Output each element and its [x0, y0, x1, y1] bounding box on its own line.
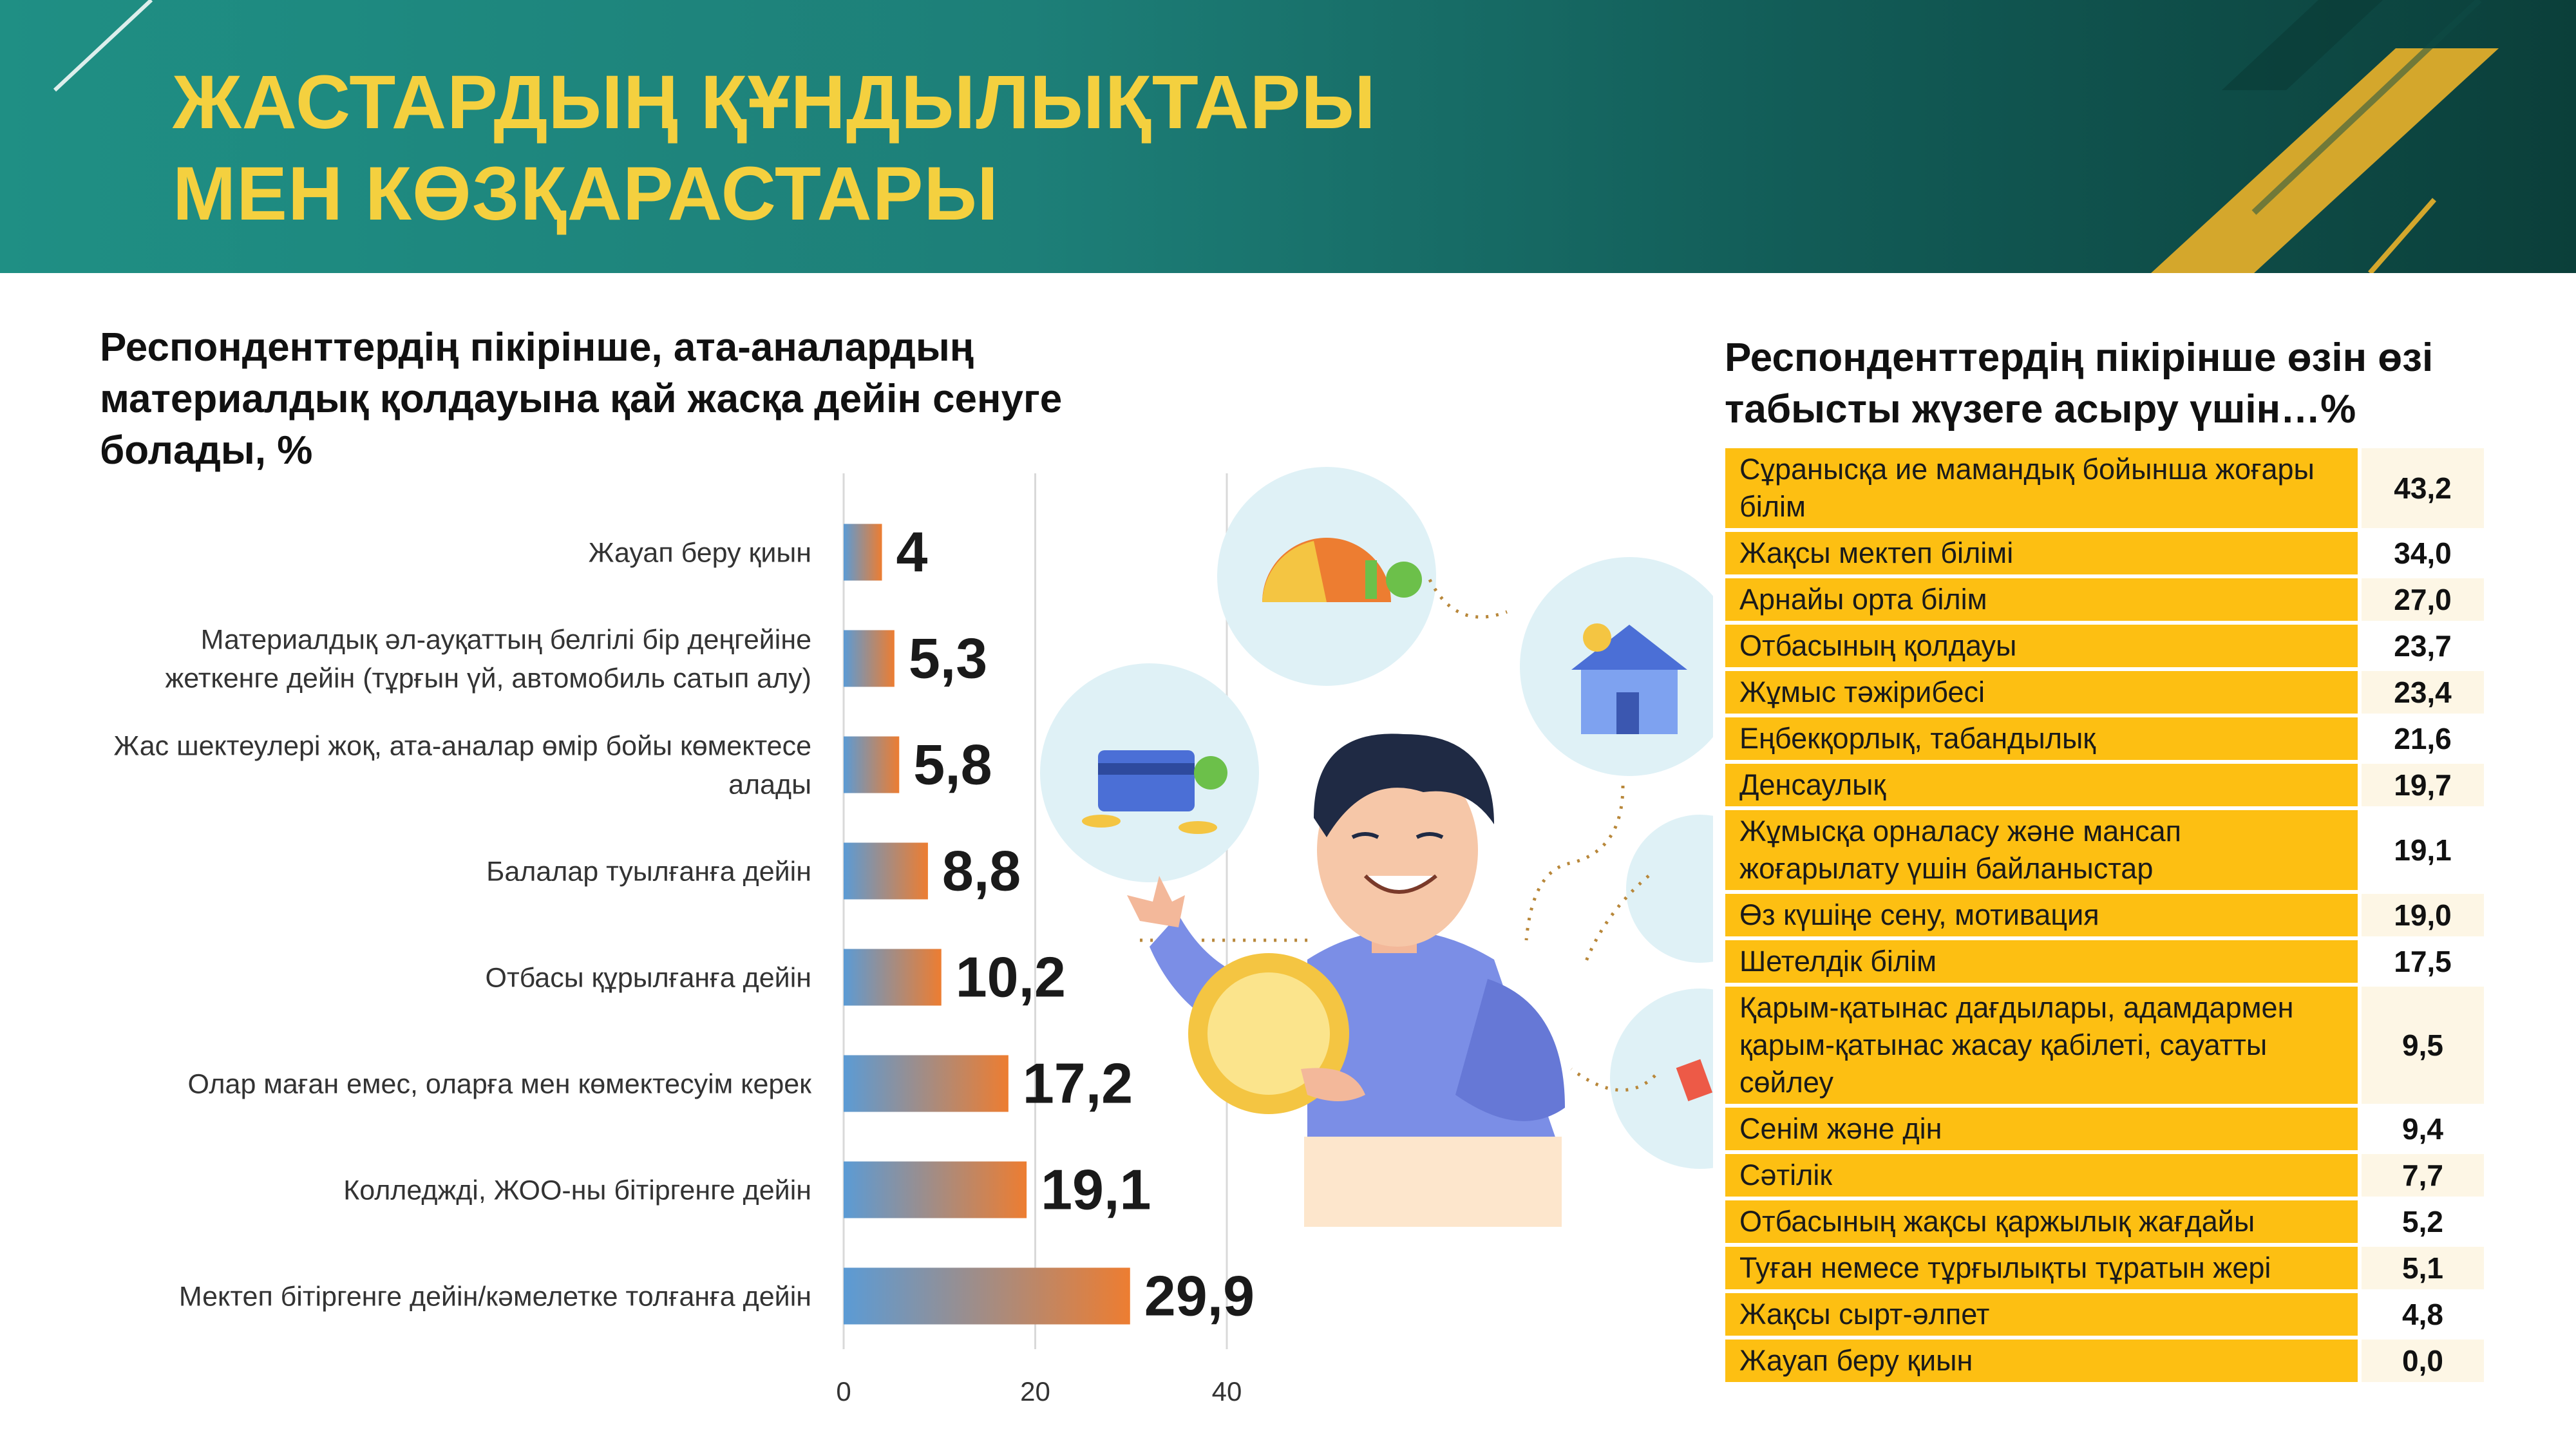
bar-value-label: 10,2	[956, 945, 1066, 1009]
table-row: Шетелдік білім 17,5	[1725, 940, 2484, 983]
bar	[844, 736, 900, 793]
category-label: Жауап беру қиын	[589, 538, 811, 569]
bar-value-label: 17,2	[1023, 1052, 1133, 1115]
table-item-value: 9,4	[2362, 1108, 2484, 1150]
chart-bars	[844, 524, 1130, 1325]
bar-chart-title: Респонденттердің пікірінше, ата-аналарды…	[100, 325, 1063, 473]
bar	[844, 949, 942, 1006]
bar-value-label: 8,8	[942, 839, 1021, 903]
table-item-label: Сұранысқа ие мамандық бойынша жоғары біл…	[1725, 448, 2358, 528]
table-row: Сұранысқа ие мамандық бойынша жоғары біл…	[1725, 448, 2484, 528]
table-item-value: 21,6	[2362, 717, 2484, 760]
bar-value-label: 19,1	[1041, 1158, 1151, 1222]
table-item-value: 27,0	[2362, 578, 2484, 621]
person-illustration	[1127, 734, 1565, 1227]
table-item-value: 17,5	[2362, 940, 2484, 983]
header-banner: ЖАСТАРДЫҢ ҚҰНДЫЛЫҚТАРЫ МЕН КӨЗҚАРАСТАРЫ	[0, 0, 2576, 273]
table-row: Туған немесе тұрғылықты тұратын жері 5,1	[1725, 1247, 2484, 1289]
table-item-value: 34,0	[2362, 532, 2484, 574]
table-row: Отбасының жақсы қаржылық жағдайы 5,2	[1725, 1200, 2484, 1243]
circle-gauge-icon	[1217, 467, 1436, 686]
table-item-label: Жауап беру қиын	[1725, 1340, 2358, 1382]
table-row: Денсаулық 19,7	[1725, 764, 2484, 806]
table-item-label: Сенім және дін	[1725, 1108, 2358, 1150]
bar-value-label: 5,3	[909, 627, 987, 690]
bar	[844, 524, 882, 581]
table-row: Жұмыс тәжірибесі 23,4	[1725, 671, 2484, 714]
bar	[844, 1161, 1027, 1218]
illustration	[1040, 467, 1713, 1227]
bar	[844, 1055, 1009, 1112]
page-title-line-2: МЕН КӨЗҚАРАСТАРЫ	[173, 151, 999, 236]
table-row: Отбасының қолдауы 23,7	[1725, 625, 2484, 667]
category-label: Отбасы құрылғанға дейін	[486, 963, 812, 994]
x-tick-label: 20	[1020, 1376, 1050, 1406]
success-factors-table: Сұранысқа ие мамандық бойынша жоғары біл…	[1721, 444, 2488, 1386]
category-label: Жас шектеулері жоқ, ата-аналар өмір бойы…	[114, 731, 811, 800]
table-row: Жақсы мектеп білімі 34,0	[1725, 532, 2484, 574]
table-row: Сенім және дін 9,4	[1725, 1108, 2484, 1150]
header-decoration	[53, 0, 2499, 273]
table-item-label: Еңбекқорлық, табандылық	[1725, 717, 2358, 760]
table-item-label: Денсаулық	[1725, 764, 2358, 806]
x-tick-label: 0	[836, 1376, 851, 1406]
table-item-label: Отбасының жақсы қаржылық жағдайы	[1725, 1200, 2358, 1243]
table-item-value: 23,4	[2362, 671, 2484, 714]
category-label: Олар маған емес, оларға мен көмектесуім …	[187, 1069, 812, 1100]
table-row: Жақсы сырт-әлпет 4,8	[1725, 1293, 2484, 1336]
chart-labels: 0 20 40 4 Жауап беру қиын 5,3 Материалдық әл-а…	[114, 520, 1255, 1407]
table-item-label: Арнайы орта білім	[1725, 578, 2358, 621]
table-row: Еңбекқорлық, табандылық 21,6	[1725, 717, 2484, 760]
table-item-label: Шетелдік білім	[1725, 940, 2358, 983]
circle-card-icon	[1040, 663, 1259, 882]
table-item-label: Жақсы сырт-әлпет	[1725, 1293, 2358, 1336]
table-item-label: Туған немесе тұрғылықты тұратын жері	[1725, 1247, 2358, 1289]
bar	[844, 630, 895, 687]
page-title: ЖАСТАРДЫҢ ҚҰНДЫЛЫҚТАРЫ МЕН КӨЗҚАРАСТАРЫ	[173, 57, 1376, 240]
category-label: Материалдық әл-ауқаттың белгілі бір деңг…	[165, 625, 811, 694]
table-row: Сәтілік 7,7	[1725, 1154, 2484, 1197]
table-item-value: 0,0	[2362, 1340, 2484, 1382]
table-row: Өз күшіңе сену, мотивация 19,0	[1725, 894, 2484, 936]
page-title-line-1: ЖАСТАРДЫҢ ҚҰНДЫЛЫҚТАРЫ	[173, 60, 1376, 145]
table-item-label: Жақсы мектеп білімі	[1725, 532, 2358, 574]
x-tick-label: 40	[1212, 1376, 1242, 1406]
table-row: Жұмысқа орналасу және мансап жоғарылату …	[1725, 810, 2484, 890]
bar	[844, 1267, 1130, 1325]
bar	[844, 842, 928, 900]
circle-house-icon	[1520, 557, 1713, 776]
table-row: Арнайы орта білім 27,0	[1725, 578, 2484, 621]
table-item-value: 5,1	[2362, 1247, 2484, 1289]
circle-partial-icon	[1610, 815, 1713, 1169]
table-item-value: 5,2	[2362, 1200, 2484, 1243]
table-item-value: 23,7	[2362, 625, 2484, 667]
table-item-label: Жұмыс тәжірибесі	[1725, 671, 2358, 714]
bar-value-label: 29,9	[1144, 1264, 1255, 1328]
table-item-value: 7,7	[2362, 1154, 2484, 1197]
table-item-label: Қарым-қатынас дағдылары, адамдармен қары…	[1725, 987, 2358, 1104]
category-label: Колледжді, ЖОО-ны бітіргенге дейін	[343, 1175, 811, 1206]
table-item-label: Жұмысқа орналасу және мансап жоғарылату …	[1725, 810, 2358, 890]
table-title: Респонденттердің пікірінше өзін өзі табы…	[1725, 336, 2434, 431]
table-item-label: Сәтілік	[1725, 1154, 2358, 1197]
table-item-value: 43,2	[2362, 448, 2484, 528]
category-label: Мектеп бітіргенге дейін/кәмелетке толған…	[179, 1282, 811, 1312]
bar-chart: 0 20 40 4 Жауап беру қиын 5,3 Материалдық әл-а…	[114, 473, 1255, 1407]
table-item-value: 19,0	[2362, 894, 2484, 936]
table-item-value: 4,8	[2362, 1293, 2484, 1336]
table-item-label: Өз күшіңе сену, мотивация	[1725, 894, 2358, 936]
table-item-label: Отбасының қолдауы	[1725, 625, 2358, 667]
table-item-value: 9,5	[2362, 987, 2484, 1104]
bar-value-label: 4	[896, 520, 928, 584]
table-row: Қарым-қатынас дағдылары, адамдармен қары…	[1725, 987, 2484, 1104]
category-label: Балалар туылғанға дейін	[486, 857, 811, 887]
table-row: Жауап беру қиын 0,0	[1725, 1340, 2484, 1382]
bar-value-label: 5,8	[913, 733, 992, 797]
table-item-value: 19,1	[2362, 810, 2484, 890]
table-item-value: 19,7	[2362, 764, 2484, 806]
